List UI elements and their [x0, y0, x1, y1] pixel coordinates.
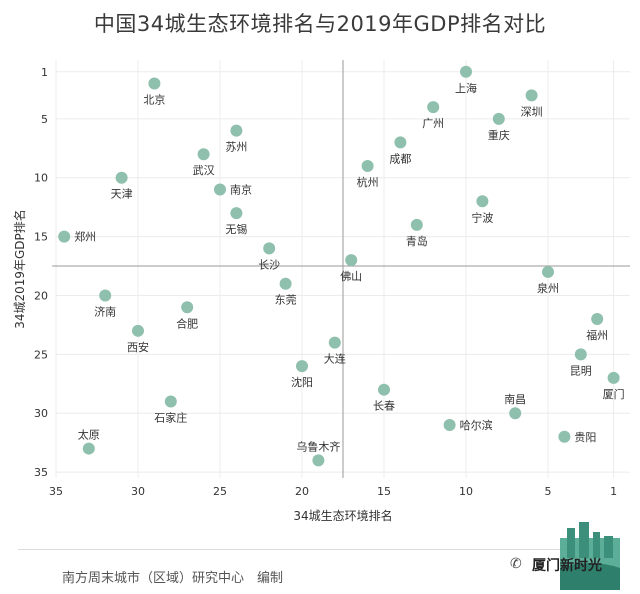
- data-point: [181, 301, 194, 314]
- data-point: [607, 371, 620, 384]
- data-point: [574, 348, 587, 361]
- data-point-label: 武汉: [193, 164, 215, 177]
- data-point: [164, 395, 177, 408]
- data-point: [230, 124, 243, 137]
- data-point-label: 杭州: [357, 175, 379, 189]
- data-point-label: 合肥: [176, 316, 198, 330]
- data-point-label: 郑州: [74, 230, 96, 244]
- data-point: [361, 159, 374, 172]
- data-point-label: 长沙: [258, 258, 280, 271]
- chart-title: 中国34城生态环境排名与2019年GDP排名对比: [93, 12, 547, 36]
- wechat-icon: ✆: [510, 556, 522, 572]
- x-tick-label: 20: [295, 485, 309, 498]
- data-point-label: 东莞: [275, 294, 297, 307]
- data-point: [427, 101, 440, 114]
- data-point: [197, 148, 210, 161]
- data-point-label: 福州: [586, 328, 608, 342]
- data-point-label: 广州: [422, 117, 444, 130]
- data-point: [492, 112, 505, 125]
- data-point: [378, 383, 390, 396]
- data-point: [509, 407, 522, 420]
- x-tick-label: 30: [131, 485, 145, 498]
- data-point-label: 西安: [127, 340, 149, 354]
- city-logo-icon: [560, 522, 620, 590]
- data-point-label: 泉州: [537, 281, 559, 295]
- data-point: [394, 136, 407, 149]
- data-point-label: 佛山: [340, 270, 362, 283]
- data-point-label: 深圳: [521, 105, 543, 118]
- data-point-label: 重庆: [488, 128, 510, 142]
- y-tick-label: 10: [34, 172, 48, 185]
- data-point: [263, 242, 276, 255]
- x-tick-label: 10: [459, 485, 473, 498]
- x-axis-label: 34城生态环境排名: [293, 508, 392, 523]
- data-point: [214, 183, 226, 196]
- data-point-label: 昆明: [570, 364, 592, 377]
- axis-labels: 34城生态环境排名 34城2019年GDP排名: [12, 209, 393, 523]
- data-point-label: 南昌: [504, 393, 526, 406]
- data-point-label: 天津: [111, 188, 133, 201]
- y-tick-label: 35: [34, 466, 48, 479]
- data-point-label: 宁波: [471, 210, 493, 224]
- data-point-label: 南京: [230, 183, 252, 197]
- data-point-label: 沈阳: [291, 375, 313, 389]
- y-tick-label: 1: [41, 66, 48, 79]
- data-point: [82, 442, 95, 455]
- data-point-label: 苏州: [225, 141, 247, 154]
- data-point: [476, 195, 489, 208]
- data-point: [279, 277, 292, 290]
- data-point: [312, 454, 325, 467]
- x-tick-label: 15: [377, 485, 391, 498]
- data-point: [230, 207, 243, 220]
- y-tick-label: 20: [34, 289, 48, 302]
- data-point: [542, 265, 554, 278]
- reference-lines: [52, 60, 630, 478]
- data-point: [58, 230, 71, 243]
- x-tick-label: 25: [213, 485, 227, 498]
- data-point: [591, 313, 604, 326]
- data-point-label: 长春: [373, 400, 395, 413]
- data-point: [99, 289, 112, 302]
- y-tick-label: 5: [41, 113, 48, 126]
- data-point: [443, 419, 456, 432]
- data-point: [132, 324, 144, 337]
- y-axis-label: 34城2019年GDP排名: [12, 209, 27, 329]
- data-point: [148, 77, 161, 90]
- data-point-label: 无锡: [225, 222, 247, 236]
- data-point: [460, 65, 472, 78]
- data-point-label: 上海: [455, 81, 477, 95]
- data-point-label: 石家庄: [154, 410, 187, 424]
- data-point-label: 厦门: [603, 387, 625, 401]
- data-point: [525, 89, 538, 102]
- data-point: [296, 360, 308, 373]
- y-tick-label: 15: [34, 231, 48, 244]
- data-point: [328, 336, 341, 349]
- data-point-label: 贵阳: [574, 431, 596, 444]
- x-tick-label: 35: [49, 485, 63, 498]
- data-point-label: 济南: [94, 304, 116, 318]
- data-point-label: 乌鲁木齐: [296, 439, 340, 453]
- data-point-label: 太原: [78, 429, 100, 442]
- data-point-label: 北京: [143, 93, 165, 107]
- data-point-label: 成都: [389, 152, 411, 165]
- x-tick-label: 5: [545, 485, 552, 498]
- source-note: 南方周末城市（区域）研究中心 编制: [62, 571, 284, 586]
- data-point-label: 哈尔滨: [460, 418, 493, 432]
- data-point: [115, 171, 128, 184]
- y-tick-label: 30: [34, 407, 48, 420]
- data-point: [558, 430, 571, 443]
- data-point: [345, 254, 358, 267]
- x-tick-label: 1: [610, 485, 617, 498]
- y-tick-label: 25: [34, 348, 48, 361]
- data-point-label: 青岛: [406, 234, 428, 248]
- footer-divider: [18, 549, 618, 550]
- watermark-text: 厦门新时光: [532, 558, 602, 574]
- data-point-label: 大连: [324, 352, 346, 366]
- data-point: [410, 218, 423, 231]
